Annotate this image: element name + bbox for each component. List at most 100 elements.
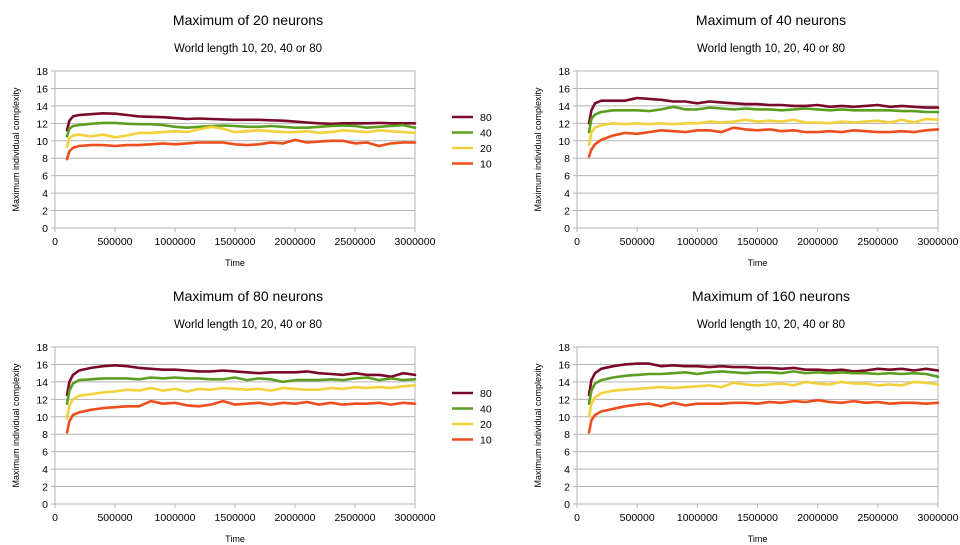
plot-frame [54,70,416,229]
x-tick-label: 2500000 [335,236,376,248]
y-tick-label: 10 [558,136,570,148]
series-line-20 [65,125,417,149]
y-tick-label: 10 [36,412,48,424]
series-line-10 [587,398,940,434]
x-tick-label: 1000000 [677,236,718,248]
y-tick-label: 16 [558,83,570,95]
series-line-20 [65,384,417,420]
x-axis-label: Time [748,258,768,268]
x-tick-label: 1500000 [737,512,778,524]
chart-title: Maximum of 160 neurons [692,288,850,304]
y-tick-label: 8 [564,153,570,165]
y-tick-label: 12 [558,394,570,406]
x-tick-label: 1500000 [737,236,778,248]
y-tick-label: 12 [36,394,48,406]
series-line-80 [587,96,940,125]
chart-title: Maximum of 80 neurons [173,288,323,304]
series-line-10 [65,138,417,161]
y-axis-label: Maximum individual complexity [11,363,21,488]
chart-panel-3: Maximum of 80 neurons World length 10, 20… [11,288,492,544]
series-line-10 [587,126,940,158]
y-tick-label: 0 [42,223,48,235]
y-tick-label: 2 [42,482,48,494]
x-tick-label: 2000000 [797,236,838,248]
x-tick-label: 1000000 [155,236,196,248]
legend-label-20: 20 [480,419,492,431]
y-tick-label: 12 [558,118,570,130]
x-tick-label: 2500000 [857,512,898,524]
y-tick-label: 12 [36,118,48,130]
legend-label-40: 40 [480,404,492,416]
y-tick-label: 18 [36,66,48,78]
series-line-10 [65,399,417,434]
x-tick-label: 2500000 [857,236,898,248]
x-tick-label: 3000000 [918,512,959,524]
legend-label-10: 10 [480,435,492,447]
chart-title: Maximum of 20 neurons [173,12,323,28]
y-tick-label: 18 [558,342,570,354]
chart-panel-2: Maximum of 40 neurons World length 10, 20… [533,12,959,268]
x-tick-label: 2500000 [335,512,376,524]
legend-label-80: 80 [480,388,492,400]
y-tick-label: 8 [42,429,48,441]
y-tick-label: 10 [558,412,570,424]
y-tick-label: 0 [564,223,570,235]
x-tick-label: 1500000 [215,236,256,248]
y-tick-label: 4 [42,188,48,200]
y-tick-label: 14 [36,377,48,389]
y-tick-label: 14 [558,377,570,389]
y-tick-label: 16 [558,359,570,371]
y-tick-label: 0 [564,499,570,511]
x-tick-label: 500000 [620,236,655,248]
y-tick-label: 16 [36,83,48,95]
x-axis-label: Time [748,534,768,544]
series-line-40 [587,105,940,134]
y-tick-label: 14 [36,101,48,113]
y-tick-label: 6 [564,171,570,183]
y-axis-label: Maximum individual complexity [11,87,21,212]
series-line-40 [65,121,417,138]
series-line-80 [587,362,940,397]
x-axis-label: Time [225,534,245,544]
series-line-40 [65,376,417,406]
x-tick-label: 0 [52,236,58,248]
legend-label-40: 40 [480,128,492,140]
x-tick-label: 3000000 [395,236,436,248]
y-tick-label: 8 [564,429,570,441]
x-tick-label: 0 [574,512,580,524]
chart-panel-4: Maximum of 160 neurons World length 10, 2… [533,288,959,544]
y-axis-label: Maximum individual complexity [533,87,543,212]
y-tick-label: 0 [42,499,48,511]
chart-subtitle: World length 10, 20, 40 or 80 [697,319,845,331]
legend: 80 40 20 10 [452,112,492,171]
y-tick-label: 4 [42,464,48,476]
chart-title: Maximum of 40 neurons [696,12,846,28]
y-tick-label: 18 [36,342,48,354]
legend-label-80: 80 [480,112,492,124]
series-line-80 [65,112,417,132]
y-tick-label: 6 [42,447,48,459]
y-axis-label: Maximum individual complexity [533,363,543,488]
y-tick-label: 16 [36,359,48,371]
x-tick-label: 2000000 [797,512,838,524]
y-tick-label: 6 [42,171,48,183]
y-tick-label: 2 [564,482,570,494]
legend-label-10: 10 [480,159,492,171]
chart-panel-1: Maximum of 20 neurons World length 10, 20… [11,12,492,268]
series-line-20 [587,117,940,147]
y-tick-label: 18 [558,66,570,78]
x-tick-label: 2000000 [275,512,316,524]
x-tick-label: 2000000 [275,236,316,248]
series-line-80 [65,363,417,397]
plot-frame [576,70,939,229]
x-tick-label: 500000 [620,512,655,524]
x-tick-label: 3000000 [395,512,436,524]
x-tick-label: 1000000 [155,512,196,524]
x-tick-label: 500000 [97,512,132,524]
y-tick-label: 10 [36,136,48,148]
y-tick-label: 2 [564,206,570,218]
chart-subtitle: World length 10, 20, 40 or 80 [174,43,322,55]
x-tick-label: 1500000 [215,512,256,524]
x-tick-label: 0 [52,512,58,524]
